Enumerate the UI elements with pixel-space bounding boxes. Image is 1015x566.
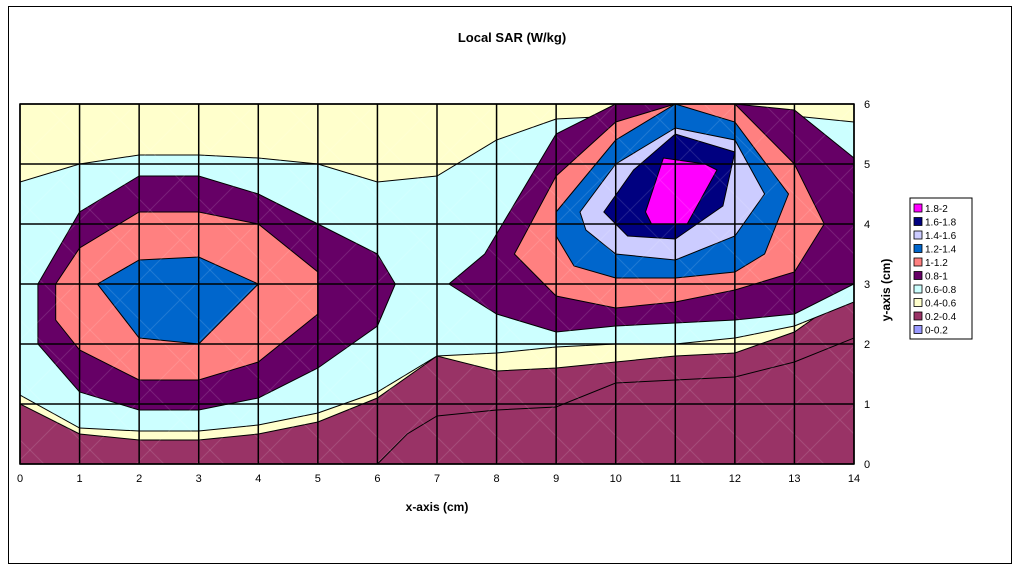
legend-label: 1.6-1.8 [925, 218, 957, 229]
x-tick-label: 6 [374, 473, 380, 485]
legend-label: 0.6-0.8 [925, 285, 957, 296]
legend-swatch [913, 325, 923, 334]
x-tick-label: 4 [255, 473, 261, 485]
legend-swatch [913, 257, 923, 267]
x-tick-label: 3 [196, 473, 202, 485]
legend-label: 0.2-0.4 [925, 312, 957, 323]
chart-title: Local SAR (W/kg) [458, 30, 566, 45]
legend-label: 0-0.2 [925, 326, 948, 337]
x-tick-label: 0 [17, 473, 23, 485]
x-tick-label: 5 [315, 473, 321, 485]
legend-label: 1.2-1.4 [925, 245, 957, 256]
legend-label: 1.8-2 [925, 204, 948, 215]
legend-label: 1.4-1.6 [925, 231, 957, 242]
y-axis-label: y-axis (cm) [879, 259, 893, 322]
y-tick-label: 4 [864, 219, 870, 231]
x-tick-label: 11 [670, 473, 681, 485]
legend-label: 0.8-1 [925, 272, 948, 283]
plot-border [19, 103, 855, 465]
legend-swatch [913, 311, 923, 321]
x-tick-label: 7 [434, 473, 440, 485]
x-tick-label: 2 [136, 473, 142, 485]
legend-swatch [913, 217, 923, 226]
x-tick-labels: 0 1 2 3 4 5 6 7 8 9 10 11 12 13 14 [17, 473, 860, 485]
legend-swatch [913, 230, 923, 240]
legend-swatch [913, 244, 923, 253]
legend-label: 1-1.2 [925, 258, 948, 269]
y-tick-labels: 0 1 2 3 4 5 6 [864, 99, 870, 471]
legend-label: 0.4-0.6 [925, 299, 957, 310]
y-tick-label: 3 [864, 279, 870, 291]
y-tick-label: 5 [864, 159, 870, 171]
x-tick-label: 1 [77, 473, 83, 485]
x-tick-label: 12 [729, 473, 741, 485]
legend-swatch [913, 271, 923, 280]
legend-swatch [913, 284, 923, 294]
x-tick-label: 10 [610, 473, 622, 485]
y-tick-label: 6 [864, 99, 870, 111]
legend-swatch [913, 298, 923, 307]
legend: 1.8-2 1.6-1.8 1.4-1.6 1.2-1.4 1-1.2 0.8-1 0.6-… [909, 197, 973, 340]
x-tick-label: 9 [553, 473, 559, 485]
y-tick-label: 0 [864, 459, 870, 471]
x-tick-label: 14 [848, 473, 860, 485]
x-tick-label: 8 [494, 473, 500, 485]
y-tick-label: 1 [864, 399, 870, 411]
y-tick-label: 2 [864, 339, 870, 351]
x-axis-label: x-axis (cm) [406, 500, 469, 514]
x-tick-label: 13 [788, 473, 800, 485]
legend-swatch [913, 203, 923, 213]
